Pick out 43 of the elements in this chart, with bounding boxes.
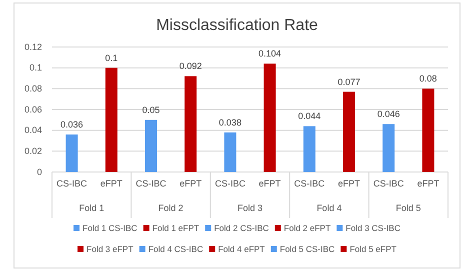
text: Fold 4 [316,203,342,213]
y-tick-label: 0.02 [24,146,42,156]
data-label: 0.036 [60,120,84,130]
y-tick-label: 0.06 [24,104,42,114]
data-label: 0.044 [298,111,321,122]
chart-title: Missclassification Rate [156,17,318,34]
text: Fold 5 [396,203,421,213]
y-tick-label: 0.08 [24,84,42,94]
legend-label: Fold 5 eFPT [350,244,396,254]
x-tick-label: CS-IBC [373,178,404,188]
data-label: 0.104 [258,48,282,59]
data-label: 0.046 [377,109,400,120]
y-tick-label: 0.1 [29,62,42,73]
x-tick-label: eFPT [338,178,360,188]
data-label: 0.092 [179,61,202,72]
legend-label: Fold 4 CS-IBC [148,244,204,254]
x-tick-label: CS-IBC [56,178,88,188]
y-tick-label: 0.12 [24,42,42,52]
legend-label: Fold 5 CS-IBC [280,244,335,254]
legend-label: Fold 3 eFPT [86,244,134,254]
x-tick-label: eFPT [180,178,202,188]
legend-label: Fold 2 eFPT [284,223,331,233]
text: Fold 3 [237,203,263,213]
x-tick-label: eFPT [258,178,282,188]
legend-label: Fold 4 eFPT [218,244,265,254]
x-tick-label: eFPT [100,178,123,188]
legend-label: Fold 3 CS-IBC [346,223,400,233]
legend-label: Fold 1 CS-IBC [82,223,138,233]
data-label: 0.077 [338,76,360,87]
legend-label: Fold 1 eFPT [152,223,200,233]
data-label: 0.038 [218,117,242,128]
x-tick-label: CS-IBC [214,178,246,188]
text: Fold 2 [158,203,184,213]
y-tick-label: 0 [36,166,42,177]
data-label: 0.05 [142,104,160,115]
data-label: 0.08 [419,74,437,84]
legend-label: Fold 2 CS-IBC [214,223,269,233]
x-tick-label: eFPT [417,178,440,188]
text: Fold 1 [79,203,104,213]
x-tick-label: CS-IBC [136,178,167,188]
x-tick-label: CS-IBC [294,178,326,188]
y-tick-label: 0.04 [24,125,42,136]
data-label: 0.1 [105,52,118,63]
